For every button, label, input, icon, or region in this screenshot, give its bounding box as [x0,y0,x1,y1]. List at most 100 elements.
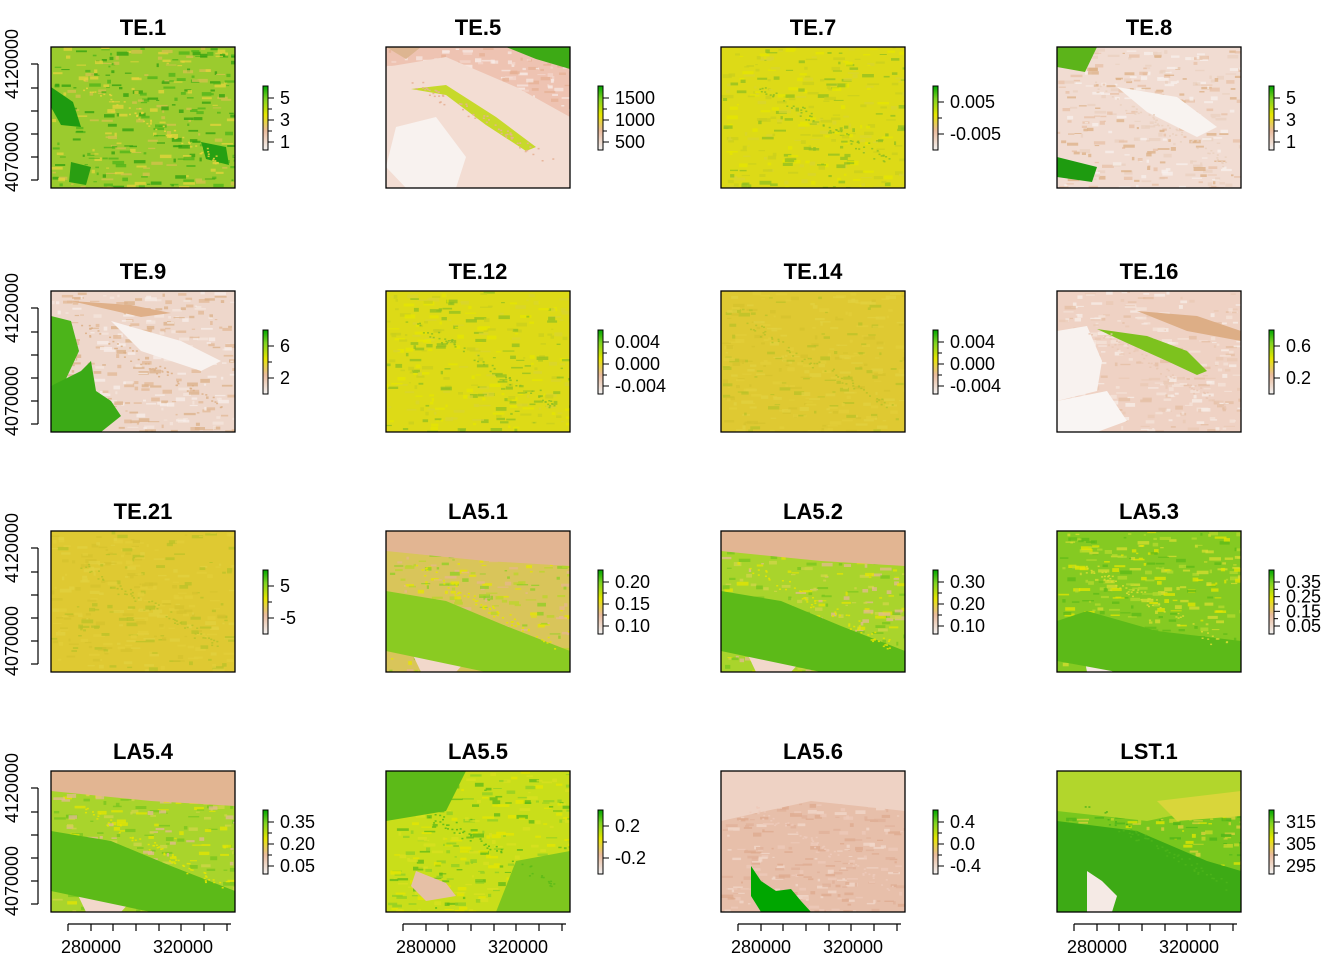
legend-colorbar [597,569,604,635]
legend-colorbar [597,809,604,875]
legend-tick-label: 0.30 [950,572,985,592]
raster-image [386,291,570,432]
panel-frame [720,46,906,189]
legend-tick-label: 0.2 [615,816,640,836]
panel-title: TE.16 [1120,259,1179,284]
panel-title: LA5.6 [783,739,843,764]
raster-image [721,771,905,912]
panel-frame [385,290,571,433]
panel-title: TE.5 [455,15,501,40]
legend-tick-label: 0.20 [615,572,650,592]
legend-tick-label: 0.4 [950,812,975,832]
legend-colorbar [597,85,604,151]
panel-title: TE.12 [449,259,508,284]
legend-tick-label: -0.005 [950,124,1001,144]
panel-title: TE.9 [120,259,166,284]
panel-la5-4: LA5.4 0.350.200.05 4120000 4070000 280000 320… [2,739,315,957]
legend-colorbar [932,329,939,395]
legend-tick-label: 1 [280,132,290,152]
legend-tick-label: 0.0 [950,834,975,854]
legend-tick-label: 3 [280,110,290,130]
panel-frame [1056,46,1242,189]
raster-image [386,531,570,672]
legend-tick-label: 0.005 [950,92,995,112]
panel-frame [1056,530,1242,673]
legend-colorbar [597,329,604,395]
panel-frame [385,530,571,673]
panel-title: LA5.3 [1119,499,1179,524]
legend-colorbar [262,85,269,151]
y-tick-label: 4070000 [2,122,22,192]
panel-frame [50,530,236,673]
panel-te-9: TE.9 6 2 4120000 4070000 [2,259,290,436]
raster-image [721,291,905,432]
x-tick-label: 280000 [1067,937,1127,957]
legend-colorbar [1268,329,1275,395]
legend-colorbar [262,809,269,875]
legend-tick-label: -0.4 [950,856,981,876]
legend-tick-label: 0.6 [1286,336,1311,356]
panel-la5-6: LA5.6 0.40.0-0.4 280000 320000 [720,739,981,957]
x-tick-label: 280000 [396,937,456,957]
raster-image [51,47,235,188]
panel-te-21: TE.21 5 -5 4120000 4070000 [2,499,296,676]
panel-te-16: TE.16 0.6 0.2 [1056,259,1311,433]
panel-la5-3: LA5.3 0.350.250.150.05 [1056,499,1321,673]
panel-title: TE.1 [120,15,166,40]
legend-tick-label: 0.2 [1286,368,1311,388]
legend-tick-label: 5 [280,576,290,596]
x-tick-label: 320000 [823,937,883,957]
raster-image [1057,531,1241,672]
panel-title: LA5.4 [113,739,174,764]
raster-image [1057,771,1241,912]
legend-colorbar [932,569,939,635]
legend-tick-label: 0.05 [280,856,315,876]
raster-image [51,771,235,912]
panel-frame [50,290,236,433]
legend-tick-label: 0.20 [950,594,985,614]
panel-frame [1056,290,1242,433]
legend-colorbar [932,85,939,151]
legend-colorbar [1268,85,1275,151]
legend-tick-label: 0.25 [1286,587,1321,607]
panel-frame [50,770,236,913]
legend-tick-label: 0.15 [615,594,650,614]
legend-colorbar [1268,569,1275,635]
y-tick-label: 4070000 [2,366,22,436]
legend-tick-label: -0.2 [615,848,646,868]
legend-tick-label: 5 [1286,88,1296,108]
panel-title: LA5.1 [448,499,508,524]
panel-title: TE.21 [114,499,173,524]
y-tick-label: 4070000 [2,606,22,676]
panel-la5-1: LA5.1 0.200.150.10 [385,499,650,673]
legend-tick-label: 1500 [615,88,655,108]
legend-tick-label: 0.10 [950,616,985,636]
legend-tick-label: 315 [1286,812,1316,832]
legend-tick-label: 0.000 [615,354,660,374]
legend-tick-label: 0.10 [615,616,650,636]
legend-tick-label: 5 [280,88,290,108]
legend-tick-label: 1000 [615,110,655,130]
panel-title: LA5.5 [448,739,508,764]
raster-image [386,47,570,188]
legend-tick-label: 0.004 [950,332,995,352]
legend-tick-label: 0.05 [1286,616,1321,636]
panel-frame [385,770,571,913]
legend-tick-label: 500 [615,132,645,152]
panel-title: TE.8 [1126,15,1172,40]
legend-colorbar [1268,809,1275,875]
panel-te-1: TE.1 531 4120000 4070000 [2,15,290,192]
legend-tick-label: -0.004 [950,376,1001,396]
y-tick-label: 4120000 [2,29,22,99]
x-tick-label: 320000 [1159,937,1219,957]
raster-image [386,771,570,912]
panel-title: LST.1 [1120,739,1177,764]
raster-image [1057,47,1241,188]
raster-image [51,531,235,672]
legend-tick-label: 0.35 [280,812,315,832]
y-tick-label: 4070000 [2,846,22,916]
